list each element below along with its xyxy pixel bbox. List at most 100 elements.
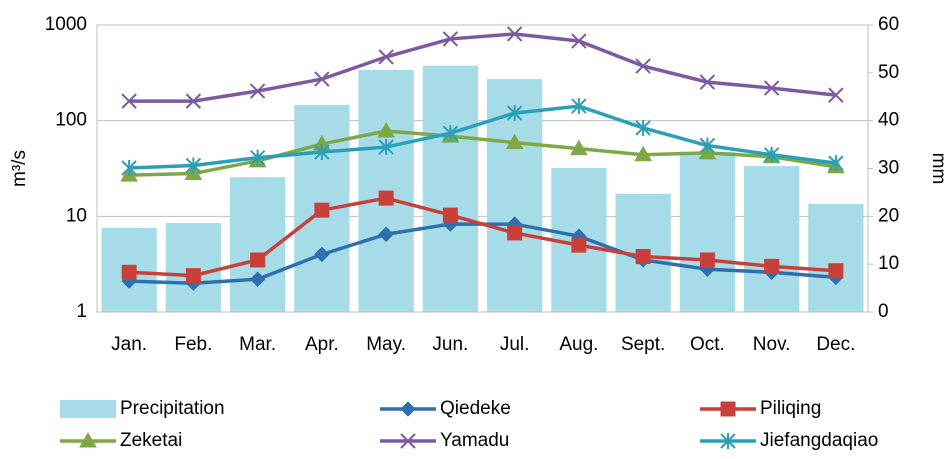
bar [422,65,479,313]
y2-tick-label: 50 [878,62,899,83]
marker [571,33,587,49]
legend-item: Qiedeke [380,398,511,419]
legend-label: Precipitation [120,398,225,419]
series-line [121,26,844,109]
y-tick-label: 100 [55,110,87,131]
x-tick-label: Feb. [174,334,212,355]
series-line [121,98,844,177]
series-line [120,121,845,182]
line [129,129,837,177]
marker [571,98,587,115]
y2-tick-label: 0 [878,301,889,322]
marker [699,137,716,154]
y2-tick-label: 30 [878,158,899,179]
marker [79,431,97,448]
marker [635,119,651,136]
bar [743,166,800,312]
legend-item: Yamadu [380,430,509,451]
marker [185,93,202,109]
marker [185,157,202,174]
legend-label: Zeketai [120,430,182,451]
marker [314,202,330,218]
marker [505,133,524,150]
legend-swatch [60,400,116,418]
marker [378,190,394,206]
marker [378,226,394,242]
x-tick-label: Oct. [690,334,725,355]
legend-label: Qiedeke [440,398,511,419]
marker [185,268,201,284]
marker [121,160,137,177]
marker [828,263,844,279]
marker [442,207,458,223]
marker [249,149,266,166]
x-tick-label: Nov. [753,334,791,355]
marker [377,121,395,138]
legend-item: Jiefangdaqiao [700,430,878,451]
marker [635,249,651,265]
marker [400,401,416,417]
legend-label: Yamadu [440,430,509,451]
legend-item: Zeketai [60,430,182,451]
marker [828,87,844,103]
x-tick-label: Aug. [559,334,598,355]
marker [314,246,330,263]
y2-tick-label: 20 [878,205,899,226]
marker [763,80,780,96]
marker [570,139,588,156]
marker [442,125,459,142]
marker [506,26,523,42]
marker [764,258,780,274]
marker [442,31,459,47]
series-line [121,190,844,284]
marker [635,58,651,74]
x-tick-label: Jun. [432,334,468,355]
y2-tick-label: 10 [878,253,899,274]
legend-item: Precipitation [60,398,225,419]
y-tick-label: 1000 [45,14,87,35]
marker [763,146,780,163]
y-axis-label: m³/s [9,150,30,187]
marker [571,237,587,253]
legend-label: Jiefangdaqiao [760,430,878,451]
marker [250,252,266,268]
marker [400,433,416,449]
line [129,196,836,278]
marker [720,433,736,449]
marker [507,225,523,241]
marker [121,93,137,109]
line [129,32,837,103]
x-tick-label: Jan. [111,334,147,355]
x-tick-label: Apr. [305,334,339,355]
bar [679,151,736,312]
marker [828,155,844,172]
marker [314,144,330,161]
y2-axis-label: mm [928,153,949,185]
y-tick-label: 10 [66,205,87,226]
marker [249,83,266,99]
marker [378,139,394,156]
legend-item: Piliqing [700,398,821,419]
bar [165,223,222,312]
line [129,104,837,170]
x-tick-label: Mar. [239,334,276,355]
legend-label: Piliqing [760,398,821,419]
marker [506,105,523,122]
marker [634,145,652,162]
plot-border [96,24,869,313]
x-tick-label: Dec. [816,334,855,355]
y-tick-label: 1 [76,301,87,322]
x-tick-label: May. [366,334,406,355]
marker [249,271,266,287]
y2-tick-label: 40 [878,110,899,131]
marker [720,401,736,417]
x-tick-label: Sept. [621,334,665,355]
y2-tick-label: 60 [878,14,899,35]
marker [699,252,715,268]
marker [699,74,716,90]
marker [121,264,137,280]
x-tick-label: Jul. [500,334,530,355]
marker [314,71,330,87]
marker [378,49,394,65]
